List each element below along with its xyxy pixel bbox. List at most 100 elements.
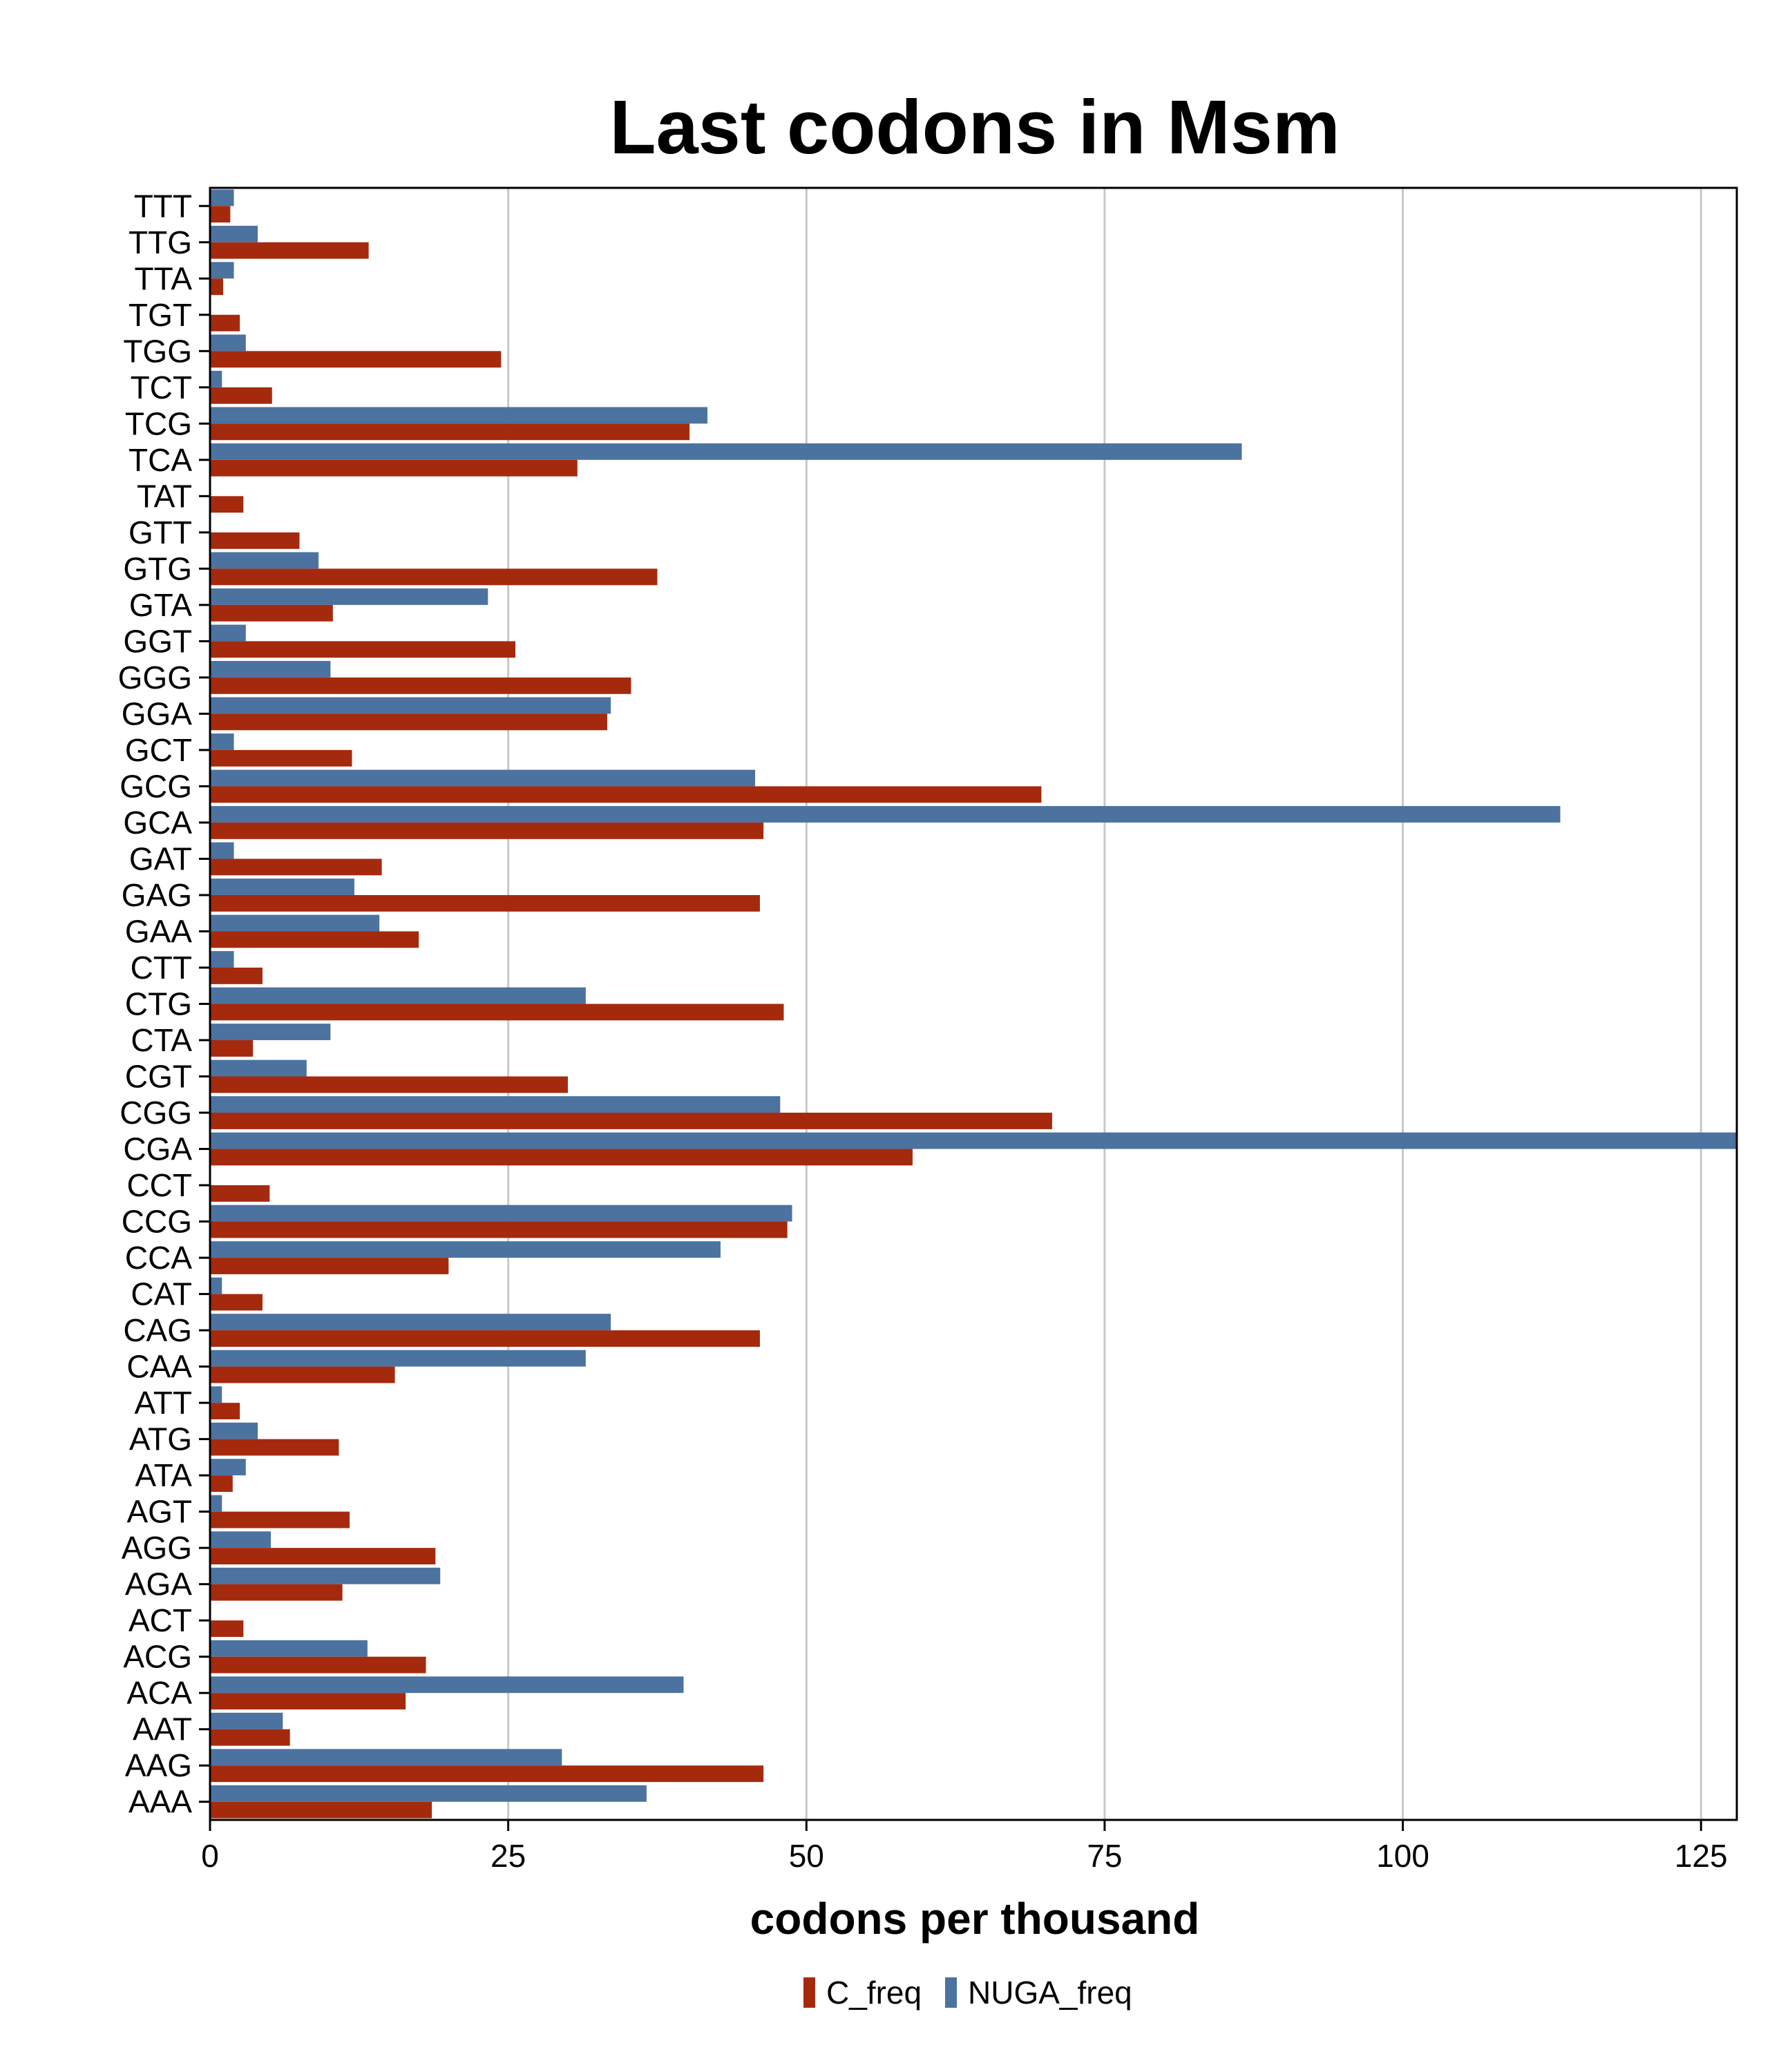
bar-c-ggt (210, 641, 515, 658)
bar-nuga-ttg (210, 225, 258, 242)
y-tick-label: CCG (122, 1204, 192, 1240)
bar-nuga-att (210, 1386, 222, 1403)
bar-nuga-gga (210, 697, 611, 714)
y-axis: TTTTTGTTATGTTGGTCTTCGTCATATGTTGTGGTAGGTG… (118, 188, 210, 1820)
bar-c-gtt (210, 532, 300, 549)
bar-c-tca (210, 459, 578, 477)
bar-c-cat (210, 1294, 263, 1311)
y-tick-label: GTG (123, 550, 192, 586)
y-tick-label: ATG (129, 1421, 192, 1457)
y-tick-label: GTT (128, 515, 192, 550)
bar-c-cgg (210, 1113, 1052, 1129)
bar-nuga-caa (210, 1350, 586, 1367)
bar-c-gca (210, 822, 764, 839)
y-tick-label: ACG (123, 1639, 192, 1675)
y-tick-label: TCA (128, 442, 192, 478)
bar-nuga-gca (210, 806, 1561, 823)
y-tick-label: CGG (120, 1095, 192, 1131)
y-tick-label: GAA (125, 913, 192, 949)
bar-c-atg (210, 1439, 339, 1456)
bar-nuga-tca (210, 443, 1242, 460)
y-tick-label: AAG (125, 1747, 192, 1783)
y-tick-label: TTG (128, 224, 192, 260)
y-tick-label: ATT (135, 1385, 192, 1421)
bar-c-caa (210, 1366, 395, 1383)
bar-c-gct (210, 749, 352, 767)
bar-c-tcg (210, 423, 690, 441)
bar-c-aag (210, 1765, 764, 1783)
bar-nuga-atg (210, 1422, 258, 1439)
bar-nuga-cat (210, 1277, 222, 1294)
bar-c-agg (210, 1548, 436, 1565)
bar-nuga-ggg (210, 661, 331, 678)
bar-c-ttt (210, 206, 231, 223)
y-tick-label: CGT (125, 1059, 192, 1095)
bar-nuga-aaa (210, 1785, 647, 1802)
y-tick-label: GGT (123, 623, 192, 659)
bar-c-gaa (210, 931, 419, 948)
y-tick-label: ACT (128, 1602, 192, 1638)
bar-c-aga (210, 1584, 343, 1601)
x-tick-label: 125 (1675, 1838, 1728, 1874)
bar-nuga-gta (210, 588, 488, 605)
bar-nuga-agg (210, 1531, 272, 1548)
x-axis-label: codons per thousand (750, 1894, 1200, 1944)
y-tick-label: GCG (120, 768, 192, 804)
y-tick-label: TTA (135, 260, 193, 296)
bar-c-agt (210, 1511, 350, 1528)
bar-c-tgg (210, 351, 502, 368)
x-tick-label: 75 (1087, 1838, 1122, 1874)
bar-nuga-ggt (210, 624, 246, 642)
bar-nuga-ata (210, 1459, 246, 1476)
y-tick-label: GTA (129, 587, 192, 623)
bar-c-ctt (210, 967, 263, 984)
bar-nuga-gct (210, 733, 234, 750)
bar-nuga-ctt (210, 951, 234, 968)
bar-nuga-cgg (210, 1096, 781, 1113)
bar-nuga-tcg (210, 407, 707, 424)
y-tick-label: CAA (126, 1349, 192, 1385)
bar-c-gcg (210, 786, 1042, 803)
bar-nuga-aat (210, 1712, 283, 1729)
y-tick-label: TAT (137, 478, 192, 514)
bar-c-aaa (210, 1801, 432, 1819)
bar-c-tct (210, 387, 272, 404)
bar-nuga-cga (210, 1132, 1737, 1149)
bar-c-aca (210, 1693, 406, 1710)
bar-c-cgt (210, 1076, 568, 1093)
bar-c-ccg (210, 1221, 788, 1238)
x-tick-label: 25 (491, 1838, 526, 1874)
bar-c-gat (210, 858, 382, 876)
y-tick-label: CCA (125, 1240, 192, 1276)
bar-nuga-ttt (210, 189, 234, 207)
bar-nuga-cgt (210, 1059, 307, 1077)
bar-c-tta (210, 278, 223, 296)
bar-nuga-cag (210, 1314, 611, 1331)
bar-nuga-gaa (210, 914, 380, 932)
bar-nuga-aag (210, 1749, 562, 1766)
bar-c-acg (210, 1656, 426, 1673)
bar-c-cga (210, 1149, 913, 1166)
y-tick-label: GAT (129, 841, 192, 876)
y-tick-label: AGG (122, 1530, 192, 1566)
y-tick-label: TTT (134, 188, 192, 224)
x-tick-label: 100 (1376, 1838, 1429, 1874)
legend-label-c-freq: C_freq (826, 1975, 922, 2011)
y-tick-label: TGT (128, 297, 192, 333)
legend-swatch-nuga-freq (945, 1977, 957, 2008)
bar-nuga-ccg (210, 1205, 792, 1222)
bar-nuga-aca (210, 1676, 684, 1694)
chart-title: Last codons in Msm (609, 85, 1340, 170)
y-tick-label: GGA (122, 696, 193, 731)
y-tick-label: GAG (122, 877, 192, 913)
bar-c-ggg (210, 677, 631, 694)
legend-label-nuga-freq: NUGA_freq (968, 1975, 1132, 2011)
y-tick-label: CAT (131, 1276, 192, 1312)
bar-c-ctg (210, 1004, 784, 1021)
bar-nuga-gcg (210, 769, 756, 787)
bar-nuga-gtg (210, 552, 319, 569)
x-tick-label: 0 (201, 1838, 219, 1874)
y-tick-label: CCT (126, 1167, 192, 1203)
legend-swatch-c-freq (803, 1977, 815, 2008)
